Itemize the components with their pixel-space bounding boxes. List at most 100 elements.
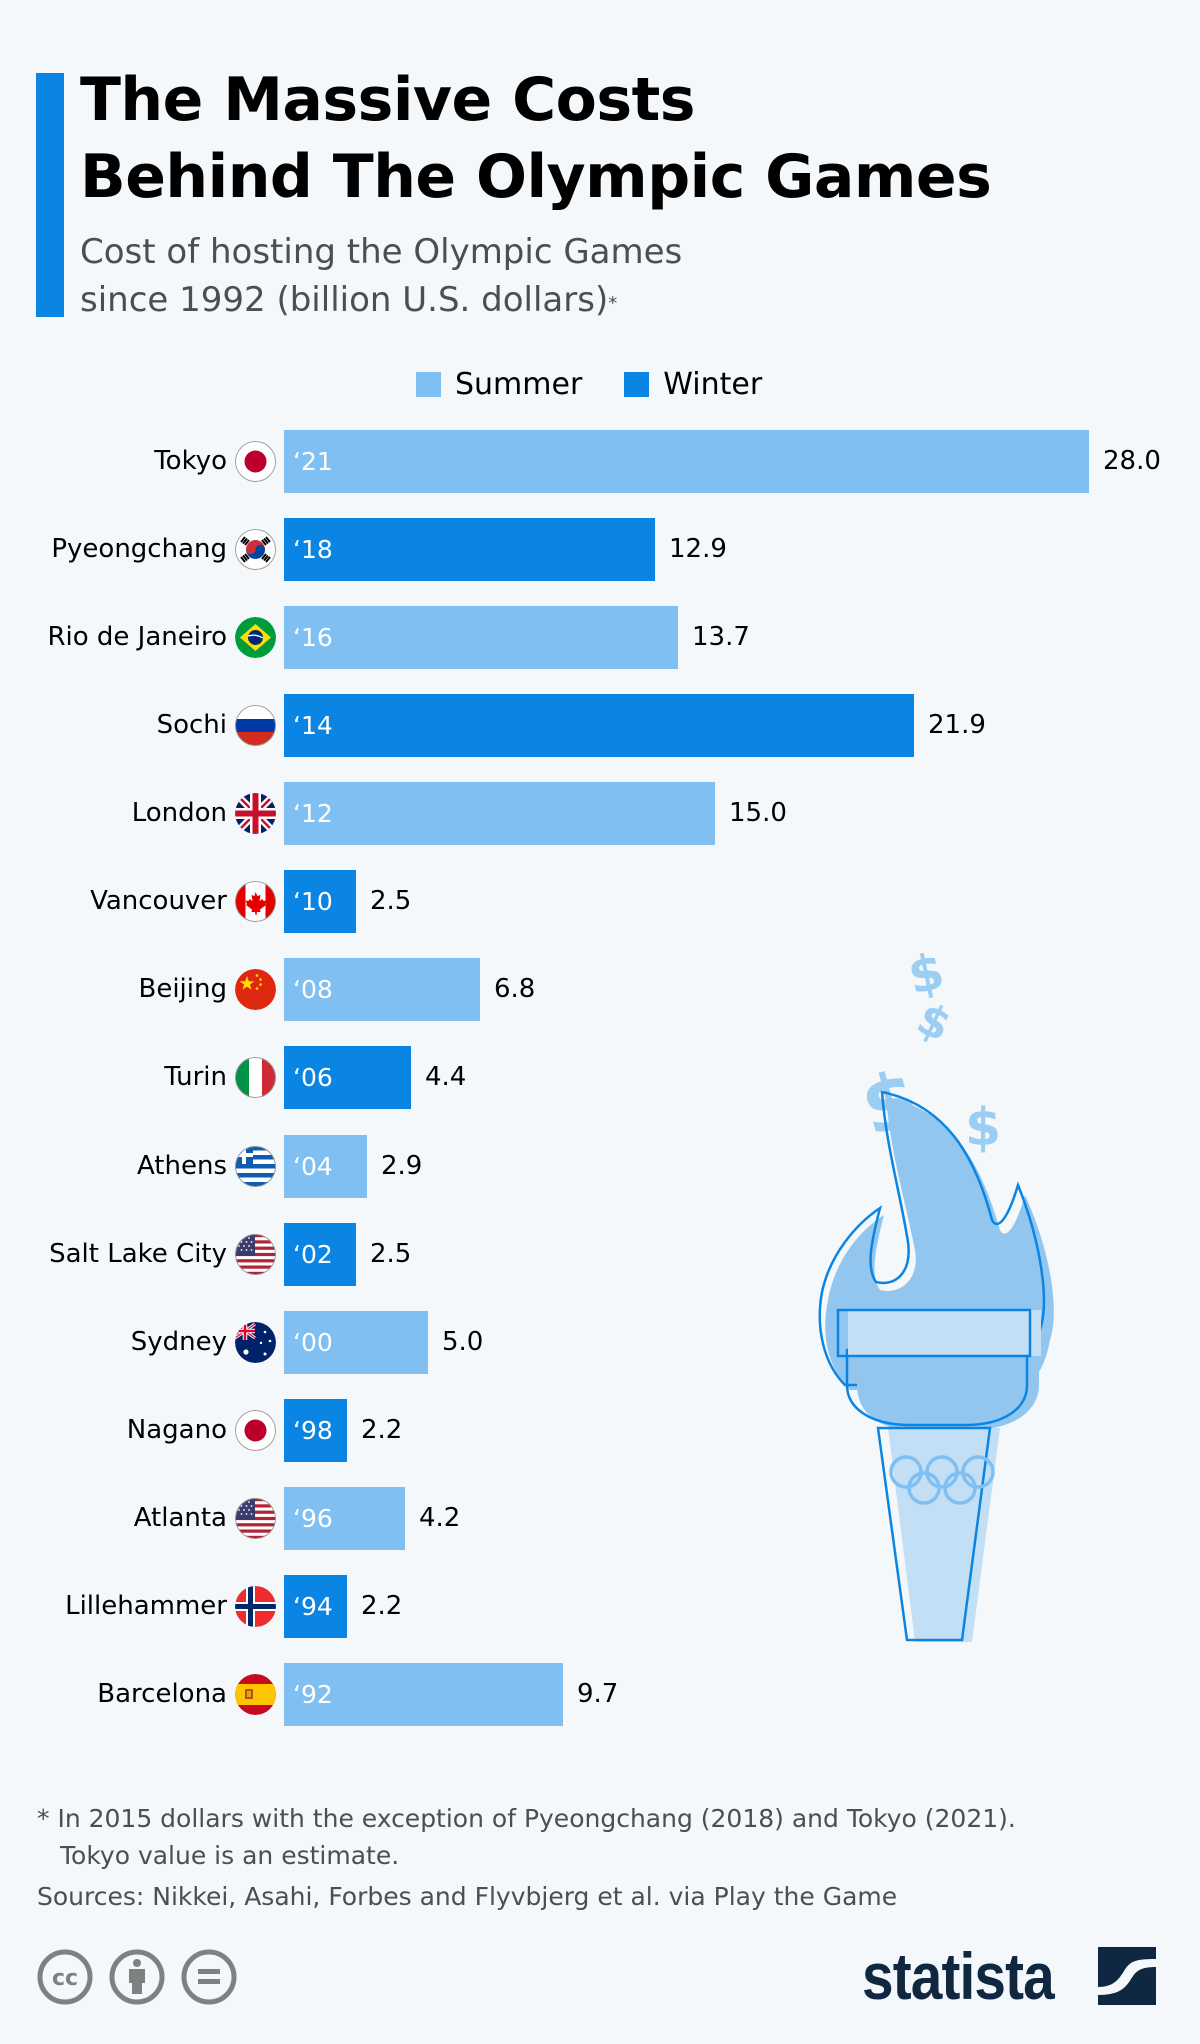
value-label: 21.9	[928, 710, 986, 741]
legend-winter-label: Winter	[663, 366, 763, 402]
footnote-line-1: * In 2015 dollars with the exception of …	[37, 1804, 1016, 1833]
title-accent-bar	[36, 73, 64, 317]
canada-flag-icon	[235, 881, 276, 923]
chart-title: The Massive Costs Behind The Olympic Gam…	[80, 62, 992, 216]
greece-flag-icon	[235, 1145, 276, 1187]
year-label: ‘14	[293, 711, 333, 741]
value-label: 4.2	[419, 1502, 461, 1533]
norway-flag-icon	[235, 1585, 276, 1627]
chart-row: Barcelona ‘92 9.7	[0, 1662, 1200, 1726]
attribution-icon[interactable]	[108, 1948, 166, 2006]
value-label: 12.9	[669, 534, 727, 565]
value-label: 2.2	[361, 1590, 403, 1621]
chart-row: Sydney ‘00 5.0	[0, 1310, 1200, 1374]
city-label: Barcelona	[97, 1678, 227, 1709]
value-label: 28.0	[1103, 446, 1161, 476]
year-label: ‘12	[293, 799, 333, 829]
no-derivatives-icon[interactable]	[180, 1948, 238, 2006]
chart-row: Tokyo ‘21 28.0	[0, 430, 1200, 493]
summer-bar: ‘21	[284, 430, 1089, 493]
subtitle-line-2: since 1992 (billion U.S. dollars)	[80, 280, 609, 320]
chart-row: Lillehammer ‘94 2.2	[0, 1574, 1200, 1638]
city-label: Athens	[136, 1150, 227, 1181]
chart-row: Athens ‘04 2.9	[0, 1134, 1200, 1198]
legend-item-summer: Summer	[416, 367, 582, 402]
value-label: 9.7	[577, 1678, 619, 1709]
value-label: 15.0	[729, 798, 787, 829]
winter-bar: ‘06	[284, 1046, 411, 1110]
value-label: 2.2	[361, 1414, 403, 1445]
chart-row: Sochi ‘14 21.9	[0, 694, 1200, 758]
winter-bar: ‘02	[284, 1222, 356, 1286]
japan-flag-icon	[235, 441, 276, 482]
chart-row: Vancouver ‘10 2.5	[0, 870, 1200, 934]
year-label: ‘08	[293, 975, 333, 1005]
chart-row: Pyeongchang ‘18 12.9	[0, 518, 1200, 582]
summer-bar: ‘08	[284, 958, 480, 1022]
olympic-torch-illustration: $ $ $ $	[800, 930, 1060, 1650]
city-label: Atlanta	[133, 1502, 227, 1533]
year-label: ‘04	[293, 1151, 333, 1181]
sources-note: Sources: Nikkei, Asahi, Forbes and Flyvb…	[37, 1882, 898, 1911]
city-label: Nagano	[126, 1414, 227, 1445]
brazil-flag-icon	[235, 617, 276, 659]
chart-row: Nagano ‘98 2.2	[0, 1398, 1200, 1462]
value-label: 5.0	[442, 1326, 484, 1357]
value-label: 2.5	[370, 886, 412, 917]
year-label: ‘98	[293, 1415, 333, 1445]
footnote-line-2: Tokyo value is an estimate.	[60, 1841, 400, 1870]
year-label: ‘92	[293, 1679, 333, 1709]
city-label: London	[131, 798, 227, 829]
italy-flag-icon	[235, 1057, 276, 1099]
legend-item-winter: Winter	[624, 367, 762, 402]
winter-bar: ‘14	[284, 694, 914, 758]
winter-bar: ‘10	[284, 870, 356, 934]
bar-chart: Tokyo ‘21 28.0 Pyeongchang ‘18 12.9 Rio de Jan…	[0, 430, 1200, 1726]
city-label: Lillehammer	[65, 1590, 227, 1621]
city-label: Sydney	[130, 1326, 227, 1357]
city-label: Turin	[164, 1062, 227, 1093]
year-label: ‘00	[293, 1327, 333, 1357]
year-label: ‘16	[293, 623, 333, 653]
year-label: ‘21	[293, 447, 333, 476]
summer-bar: ‘04	[284, 1134, 367, 1198]
chart-row: Rio de Janeiro ‘16 13.7	[0, 606, 1200, 670]
year-label: ‘18	[293, 535, 333, 565]
statista-mark-icon	[1098, 1947, 1156, 2005]
city-label: Vancouver	[90, 886, 227, 917]
city-label: Sochi	[156, 710, 227, 741]
south-korea-flag-icon	[235, 529, 276, 571]
year-label: ‘02	[293, 1239, 333, 1269]
winter-bar: ‘94	[284, 1574, 347, 1638]
chart-row: Atlanta ‘96 4.2	[0, 1486, 1200, 1550]
year-label: ‘96	[293, 1503, 333, 1533]
winter-bar: ‘98	[284, 1398, 347, 1462]
summer-bar: ‘12	[284, 782, 715, 846]
cc-icon[interactable]: cc	[36, 1948, 94, 2006]
city-label: Tokyo	[154, 446, 227, 476]
chart-row: London ‘12 15.0	[0, 782, 1200, 846]
svg-text:$: $	[903, 942, 949, 1006]
japan-flag-icon	[235, 1409, 276, 1451]
title-line-2: Behind The Olympic Games	[80, 142, 992, 212]
uk-flag-icon	[235, 793, 276, 835]
value-label: 6.8	[494, 974, 536, 1005]
chart-row: Turin ‘06 4.4	[0, 1046, 1200, 1110]
winter-bar: ‘18	[284, 518, 655, 582]
russia-flag-icon	[235, 705, 276, 747]
year-label: ‘94	[293, 1591, 333, 1621]
chart-row: Beijing ‘08 6.8	[0, 958, 1200, 1022]
footnote: * In 2015 dollars with the exception of …	[37, 1800, 1016, 1874]
summer-swatch	[416, 371, 441, 397]
australia-flag-icon	[235, 1321, 276, 1363]
statista-logo[interactable]: statista	[862, 1938, 1156, 2014]
city-label: Salt Lake City	[49, 1238, 227, 1269]
summer-bar: ‘00	[284, 1310, 428, 1374]
value-label: 4.4	[425, 1062, 467, 1093]
statista-wordmark: statista	[862, 1939, 1055, 2013]
license-icons: cc	[36, 1948, 252, 2006]
china-flag-icon	[235, 969, 276, 1011]
value-label: 2.5	[370, 1238, 412, 1269]
usa-flag-icon	[235, 1233, 276, 1275]
city-label: Pyeongchang	[51, 534, 227, 565]
